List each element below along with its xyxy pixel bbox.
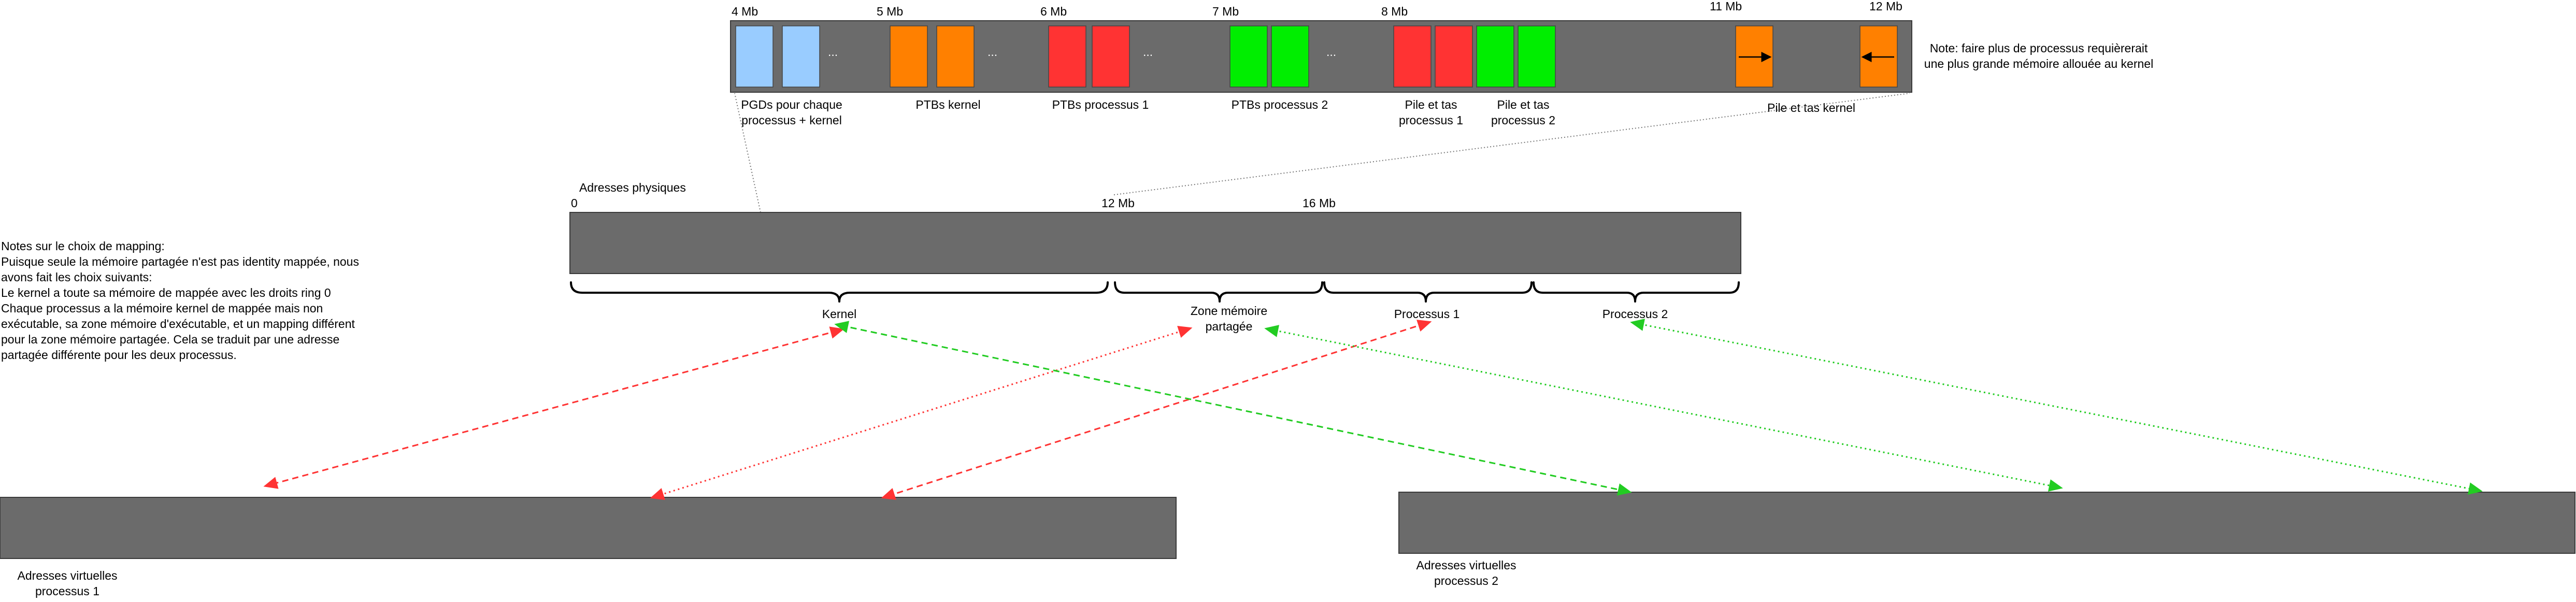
label-stack-p2-line2: processus 2	[1491, 113, 1555, 127]
addr-label-6mb: 6 Mb	[1040, 5, 1067, 18]
label-ptbs-p1: PTBs processus 1	[1052, 98, 1149, 111]
addr-label-11mb: 11 Mb	[1710, 0, 1742, 13]
addr-label-5mb: 5 Mb	[877, 5, 903, 18]
physical-title: Adresses physiques	[579, 181, 686, 194]
phys-addr-0: 0	[571, 196, 578, 210]
kernel-memory-note-line2: une plus grande mémoire allouée au kerne…	[1924, 57, 2154, 70]
ptb-kernel-block-2	[936, 25, 975, 88]
ptb-p1-block-1	[1048, 25, 1086, 88]
ptb-p2-ellipsis: ...	[1326, 45, 1336, 59]
virtual-label-p1-line1: Adresses virtuelles	[17, 569, 118, 582]
virtual-label-p1: Adresses virtuelles processus 1	[0, 568, 135, 599]
label-pgds-line2: processus + kernel	[741, 113, 842, 127]
arrow-kernel-to-virt-p2	[834, 321, 1632, 496]
virtual-memory-bar-p1	[0, 497, 1177, 559]
label-stack-p1-line1: Pile et tas	[1405, 98, 1457, 111]
virtual-label-p2: Adresses virtuelles processus 2	[1399, 557, 1534, 589]
kernel-memory-note-line1: Note: faire plus de processus requièrera…	[1929, 41, 2148, 55]
virtual-label-p1-line2: processus 1	[35, 584, 99, 598]
segment-p2: Processus 2	[1602, 307, 1668, 321]
brace-kernel	[570, 281, 1109, 303]
mapping-notes-line: Chaque processus a la mémoire kernel de …	[1, 302, 323, 315]
segment-p1: Processus 1	[1394, 307, 1460, 321]
stack-p2-block-1	[1476, 25, 1514, 88]
segment-kernel: Kernel	[822, 307, 856, 321]
phys-addr-12mb: 12 Mb	[1101, 196, 1135, 210]
physical-memory-bar	[569, 212, 1741, 274]
stack-p1-block-2	[1435, 25, 1473, 88]
mapping-notes-title: Notes sur le choix de mapping:	[1, 239, 165, 253]
pgd-ellipsis: ...	[828, 45, 838, 59]
ptb-kernel-ellipsis: ...	[988, 45, 997, 59]
mapping-notes-line: Puisque seule la mémoire partagée n'est …	[1, 255, 359, 268]
mapping-notes-line: avons fait les choix suivants:	[1, 270, 152, 284]
brace-p2	[1533, 281, 1740, 303]
kernel-memory-note: Note: faire plus de processus requièrera…	[1917, 40, 2160, 71]
ptb-p2-block-1	[1229, 25, 1268, 88]
label-ptbs-kernel: PTBs kernel	[915, 98, 980, 111]
virtual-label-p2-line2: processus 2	[1434, 574, 1498, 587]
zoom-guide-right	[1113, 93, 1910, 195]
mapping-notes: Notes sur le choix de mapping: Puisque s…	[1, 238, 416, 363]
ptb-p1-ellipsis: ...	[1143, 45, 1153, 59]
brace-p1	[1323, 281, 1533, 303]
mapping-notes-line: exécutable, sa zone mémoire d'exécutable…	[1, 317, 355, 331]
ptb-p1-block-2	[1092, 25, 1130, 88]
stack-p2-block-2	[1518, 25, 1556, 88]
virtual-memory-bar-p2	[1398, 492, 2575, 554]
mapping-notes-line: pour la zone mémoire partagée. Cela se t…	[1, 333, 340, 346]
segment-shared-line2: partagée	[1206, 320, 1253, 333]
pgd-block-1	[735, 25, 774, 88]
ptb-p2-block-2	[1271, 25, 1309, 88]
addr-label-8mb: 8 Mb	[1381, 5, 1408, 18]
arrow-shared-to-virt-p1	[650, 326, 1193, 500]
addr-label-7mb: 7 Mb	[1212, 5, 1239, 18]
mapping-notes-line: Le kernel a toute sa mémoire de mappée a…	[1, 286, 331, 299]
arrow-shared-to-virt-p2	[1264, 325, 2063, 492]
addr-label-12mb: 12 Mb	[1869, 0, 1902, 13]
label-pgds-line1: PGDs pour chaque	[741, 98, 842, 111]
arrow-p2-to-virt-p2	[1630, 319, 2483, 495]
memory-detail-bar: ... ... ... ...	[730, 20, 1912, 93]
label-stack-p2-line1: Pile et tas	[1497, 98, 1550, 111]
pgd-block-2	[782, 25, 820, 88]
label-stack-kernel: Pile et tas kernel	[1767, 101, 1855, 114]
phys-addr-16mb: 16 Mb	[1303, 196, 1336, 210]
segment-shared-line1: Zone mémoire	[1191, 304, 1267, 318]
stack-p1-block-1	[1393, 25, 1432, 88]
label-ptbs-p2: PTBs processus 2	[1232, 98, 1328, 111]
ptb-kernel-block-1	[890, 25, 928, 88]
label-stack-p1-line2: processus 1	[1399, 113, 1463, 127]
mapping-notes-line: partagée différente pour les deux proces…	[1, 348, 237, 362]
brace-shared	[1114, 281, 1323, 303]
addr-label-4mb: 4 Mb	[732, 5, 758, 18]
virtual-label-p2-line1: Adresses virtuelles	[1416, 558, 1516, 572]
arrow-p1-to-virt-p1	[881, 320, 1432, 500]
